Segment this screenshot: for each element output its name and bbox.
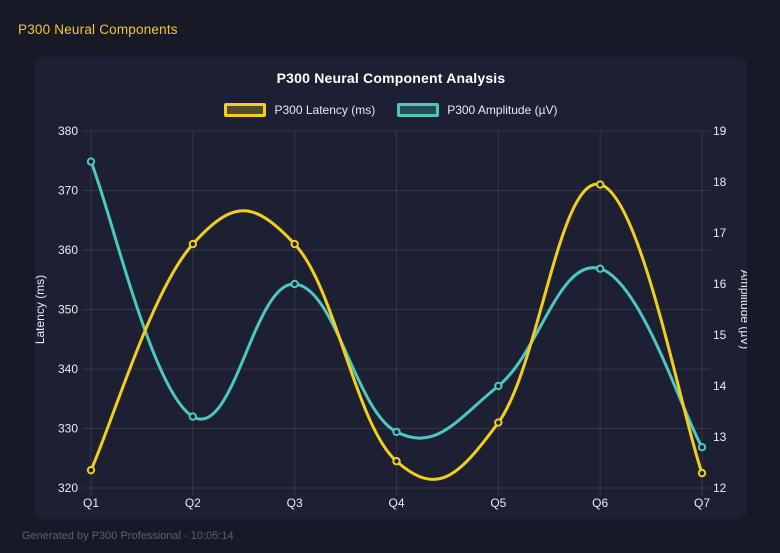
- data-point-latency[interactable]: [86, 465, 96, 475]
- chart-legend: P300 Latency (ms) P300 Amplitude (µV): [35, 103, 747, 117]
- data-point-latency[interactable]: [188, 239, 198, 249]
- data-point-latency[interactable]: [290, 239, 299, 249]
- legend-item-latency[interactable]: P300 Latency (ms): [224, 103, 375, 117]
- left-axis-tick-label: 360: [58, 243, 78, 257]
- chart-panel: 320 330 340 350 360 370 380 12 13 14 15 16 17 18 19 Q1 Q…: [35, 57, 747, 519]
- data-point-latency[interactable]: [392, 457, 401, 466]
- x-axis-tick-label: Q3: [287, 496, 303, 510]
- right-axis-tick-label: 13: [713, 430, 727, 444]
- footer-status: Generated by P300 Professional - 10:05:1…: [22, 530, 234, 542]
- right-axis-tick-label: 18: [713, 175, 727, 189]
- left-axis-tick-label: 330: [58, 422, 78, 436]
- x-axis-tick-label: Q7: [694, 496, 710, 510]
- left-axis-tick-label: 380: [58, 124, 78, 138]
- legend-label-amplitude: P300 Amplitude (µV): [447, 103, 558, 117]
- left-axis-tick-label: 370: [58, 184, 78, 198]
- data-point-latency[interactable]: [697, 468, 707, 478]
- x-axis-tick-label: Q1: [83, 496, 99, 510]
- data-point-amplitude[interactable]: [595, 264, 605, 273]
- data-point-amplitude[interactable]: [188, 412, 198, 421]
- data-point-amplitude[interactable]: [494, 381, 503, 391]
- data-point-amplitude[interactable]: [86, 157, 96, 166]
- left-axis-tick-label: 340: [58, 362, 78, 376]
- data-point-latency[interactable]: [595, 180, 605, 189]
- right-axis-tick-label: 15: [713, 328, 727, 342]
- left-axis-tick-label: 320: [58, 481, 78, 495]
- left-axis-title: Latency (ms): [35, 275, 47, 344]
- right-axis-tick-label: 19: [713, 124, 727, 138]
- data-point-amplitude[interactable]: [290, 279, 299, 289]
- x-axis-tick-label: Q5: [490, 496, 506, 510]
- latency-legend-swatch-icon: [224, 103, 267, 117]
- data-point-latency[interactable]: [494, 418, 503, 427]
- right-axis-title: Amplitude (µV): [738, 270, 747, 350]
- left-axis-tick-label: 350: [58, 303, 78, 317]
- x-axis-tick-label: Q2: [185, 496, 201, 510]
- legend-label-latency: P300 Latency (ms): [274, 103, 376, 117]
- right-axis-tick-label: 16: [713, 277, 727, 291]
- right-axis-tick-label: 17: [713, 226, 727, 240]
- page-title: P300 Neural Components: [18, 22, 178, 37]
- legend-item-amplitude[interactable]: P300 Amplitude (µV): [397, 103, 558, 117]
- data-point-amplitude[interactable]: [697, 443, 707, 452]
- data-point-amplitude[interactable]: [392, 427, 401, 437]
- chart-title: P300 Neural Component Analysis: [276, 70, 506, 86]
- x-axis-tick-label: Q6: [592, 496, 608, 510]
- line-chart[interactable]: 320 330 340 350 360 370 380 12 13 14 15 16 17 18 19 Q1 Q…: [35, 57, 747, 519]
- right-axis-tick-label: 12: [713, 481, 727, 495]
- right-axis-tick-label: 14: [713, 379, 727, 393]
- x-axis-tick-label: Q4: [388, 496, 404, 510]
- amplitude-legend-swatch-icon: [397, 103, 440, 117]
